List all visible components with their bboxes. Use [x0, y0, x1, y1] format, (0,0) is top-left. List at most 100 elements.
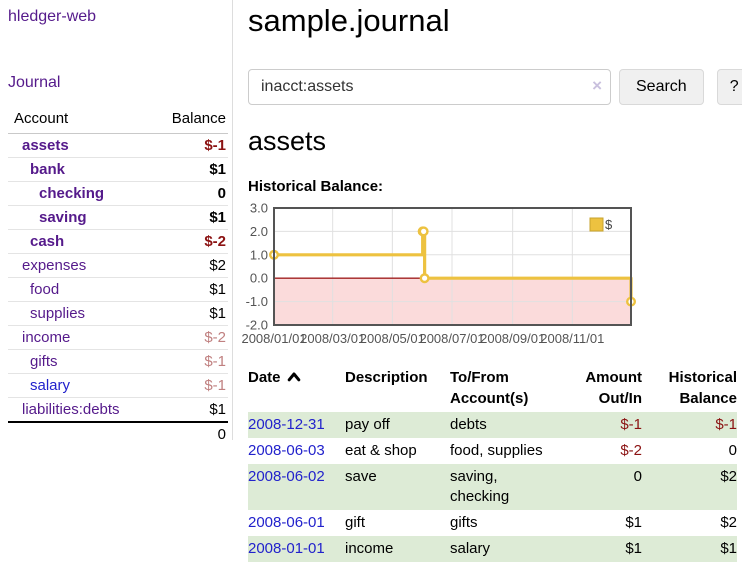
transaction-accounts: food, supplies: [450, 442, 543, 459]
account-row: cash $-2: [8, 229, 228, 254]
accounts-total-row: 0: [8, 421, 228, 446]
accounts-total-value: 0: [149, 421, 228, 446]
accounts-header-balance: Balance: [149, 107, 228, 134]
svg-text:$: $: [605, 217, 613, 232]
sidebar: hledger-web Journal Account Balance asse…: [0, 0, 233, 446]
account-link[interactable]: cash: [30, 233, 65, 250]
transaction-historical-balance: 0: [728, 442, 737, 459]
account-balance: $-1: [149, 133, 228, 158]
search-form: × Search ?: [248, 69, 742, 105]
account-balance: $1: [149, 205, 228, 230]
svg-text:3.0: 3.0: [250, 201, 268, 216]
transaction-amount: $-2: [620, 442, 642, 459]
account-link[interactable]: bank: [30, 161, 66, 178]
register-row: 2008-12-31 pay off debts $-1 $-1: [248, 412, 737, 438]
account-row: supplies $1: [8, 301, 228, 326]
main-content: sample.journal × Search ? assets Histori…: [241, 0, 742, 562]
account-balance: $1: [149, 277, 228, 302]
account-link[interactable]: gifts: [30, 353, 58, 370]
transaction-date-link[interactable]: 2008-06-01: [248, 514, 325, 531]
account-balance: $-2: [149, 229, 228, 254]
account-link[interactable]: assets: [22, 137, 69, 154]
account-row: bank $1: [8, 157, 228, 182]
svg-text:2008/07/01: 2008/07/01: [419, 331, 484, 346]
transaction-date-link[interactable]: 2008-12-31: [248, 416, 325, 433]
account-balance: 0: [149, 181, 228, 206]
svg-text:2008/01/01: 2008/01/01: [241, 331, 306, 346]
account-link[interactable]: saving: [39, 209, 87, 226]
app-title-link[interactable]: hledger-web: [8, 8, 97, 25]
register-header-historical-balance: Historical Balance: [668, 369, 737, 407]
transaction-historical-balance: $2: [642, 464, 737, 510]
register-table: Date Description To/From Account(s) Amount …: [248, 367, 737, 562]
help-button[interactable]: ?: [716, 69, 742, 105]
account-row: expenses $2: [8, 253, 228, 278]
account-balance: $1: [149, 397, 228, 423]
svg-text:2008/03/01: 2008/03/01: [300, 331, 365, 346]
register-header-description: Description: [345, 369, 428, 386]
transaction-historical-balance: $-1: [642, 412, 737, 438]
transaction-description: pay off: [345, 412, 450, 438]
svg-text:-1.0: -1.0: [246, 294, 268, 309]
register-row: 2008-06-03 eat & shop food, supplies $-2 0: [248, 438, 737, 464]
account-link[interactable]: food: [30, 281, 60, 298]
account-balance: $1: [149, 301, 228, 326]
clear-search-icon[interactable]: ×: [592, 76, 602, 95]
svg-text:0.0: 0.0: [250, 271, 268, 286]
svg-text:2.0: 2.0: [250, 224, 268, 239]
register-header-date[interactable]: Date: [248, 367, 345, 412]
account-row: food $1: [8, 277, 228, 302]
transaction-description: eat & shop: [345, 442, 417, 459]
account-link[interactable]: expenses: [22, 257, 87, 274]
register-row: 2008-06-01 gift gifts $1 $2: [248, 510, 737, 536]
svg-text:1.0: 1.0: [250, 247, 268, 262]
account-link[interactable]: income: [22, 329, 71, 346]
account-row: liabilities:debts $1: [8, 397, 228, 423]
transaction-description: income: [345, 536, 450, 562]
transaction-accounts: debts: [450, 412, 570, 438]
account-link[interactable]: liabilities:debts: [22, 401, 120, 418]
account-balance: $1: [149, 157, 228, 182]
transaction-accounts: gifts: [450, 514, 478, 531]
account-link[interactable]: supplies: [30, 305, 86, 322]
transaction-accounts: salary: [450, 536, 570, 562]
svg-text:-2.0: -2.0: [246, 318, 268, 333]
account-row: checking 0: [8, 181, 228, 206]
account-row: gifts $-1: [8, 349, 228, 374]
account-link[interactable]: checking: [39, 185, 105, 202]
svg-text:2008/09/01: 2008/09/01: [480, 331, 545, 346]
svg-text:2008/11/01: 2008/11/01: [540, 331, 604, 346]
sort-ascending-icon: [287, 367, 301, 388]
search-button[interactable]: Search: [619, 69, 704, 105]
search-input[interactable]: [248, 69, 611, 105]
page-title: sample.journal: [248, 3, 450, 38]
register-row: 2008-06-02 save saving, checking 0 $2: [248, 464, 737, 510]
transaction-amount: 0: [570, 464, 642, 510]
account-link[interactable]: salary: [30, 377, 71, 394]
transaction-date-link[interactable]: 2008-01-01: [248, 540, 325, 557]
transaction-amount: $1: [570, 536, 642, 562]
account-row: saving $1: [8, 205, 228, 230]
transaction-description: save: [345, 464, 450, 510]
transaction-amount: $1: [625, 514, 642, 531]
register-header-to-from-account-s-: To/From Account(s): [450, 369, 529, 407]
transaction-historical-balance: $2: [720, 514, 737, 531]
historical-balance-chart[interactable]: $3.0 2.0 1.0 0.0 -1.0 -2.0 2008/01/01 2008/03/0…: [241, 201, 637, 352]
accounts-header-account: Account: [8, 107, 150, 134]
transaction-description: gift: [345, 514, 366, 531]
account-balance: $2: [149, 253, 228, 278]
account-row: assets $-1: [8, 133, 228, 158]
account-row: salary $-1: [8, 373, 228, 398]
svg-text:2008/05/01: 2008/05/01: [360, 331, 425, 346]
account-row: income $-2: [8, 325, 228, 350]
transaction-date-link[interactable]: 2008-06-02: [248, 468, 325, 485]
transaction-date-link[interactable]: 2008-06-03: [248, 442, 325, 459]
transaction-accounts: saving, checking: [450, 464, 570, 510]
account-heading: assets: [248, 126, 327, 156]
chart-title: Historical Balance:: [248, 178, 384, 195]
transaction-historical-balance: $1: [642, 536, 737, 562]
sidebar-item-journal[interactable]: Journal: [8, 74, 61, 91]
account-balance: $-1: [149, 349, 228, 374]
register-header-amount-out-in: Amount Out/In: [585, 369, 642, 407]
register-row: 2008-01-01 income salary $1 $1: [248, 536, 737, 562]
